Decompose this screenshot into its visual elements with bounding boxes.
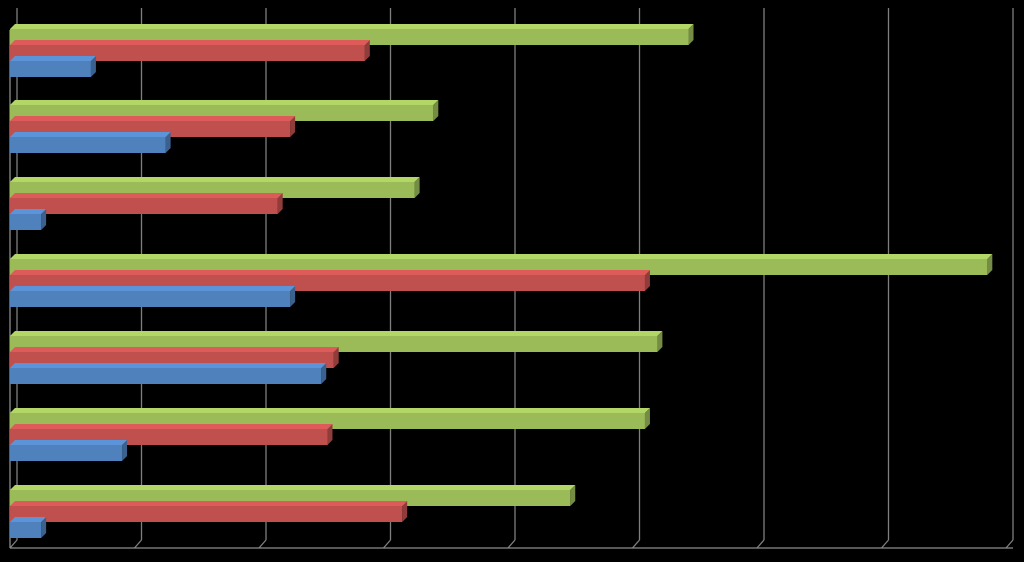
bar-end-face [333, 347, 339, 368]
bar-series [10, 24, 993, 538]
bar-top-face [10, 24, 694, 29]
bar-front-face [10, 368, 322, 384]
bar-end-face [90, 56, 96, 77]
bar-top-face [10, 116, 296, 121]
bar-cat3-series1 [10, 209, 47, 230]
bar-top-face [10, 517, 47, 522]
bar-end-face [290, 286, 296, 307]
bar-front-face [10, 137, 166, 153]
gridline-floor-1 [134, 539, 142, 549]
bar-end-face [41, 209, 47, 230]
bar-end-face [364, 40, 370, 61]
gridline-floor-2 [258, 539, 267, 549]
bar-top-face [10, 501, 408, 506]
bar-front-face [10, 291, 291, 307]
gridline-floor-4 [507, 539, 516, 549]
bar-top-face [10, 347, 339, 352]
bar-end-face [657, 331, 663, 352]
gridline-floor-8 [1005, 539, 1014, 549]
gridline-floor-6 [756, 539, 765, 549]
bar-top-face [10, 424, 333, 429]
bar-top-face [10, 100, 439, 105]
bar-front-face [10, 198, 278, 214]
bar-end-face [277, 193, 283, 214]
bar-cat3-series2 [10, 193, 283, 214]
bar-end-face [414, 177, 420, 198]
bar-top-face [10, 331, 663, 336]
bar-front-face [10, 522, 42, 538]
bar-top-face [10, 408, 650, 413]
bar-top-face [10, 485, 576, 490]
bar-end-face [570, 485, 576, 506]
bar-cat7-series2 [10, 501, 408, 522]
bar-end-face [688, 24, 694, 45]
bar-end-face [433, 100, 439, 121]
bar-cat7-series1 [10, 517, 47, 538]
bar-front-face [10, 445, 123, 461]
bar-end-face [122, 440, 128, 461]
gridline-floor-0 [9, 539, 18, 549]
bar-top-face [10, 286, 296, 291]
bar-cat1-series2 [10, 40, 370, 61]
bar-top-face [10, 132, 171, 137]
bar-cat1-series1 [10, 56, 96, 77]
gridline-floor-3 [383, 539, 391, 549]
bar-end-face [327, 424, 333, 445]
bar-end-face [644, 270, 650, 291]
bar-end-face [402, 501, 408, 522]
bar-top-face [10, 440, 128, 445]
bar-end-face [321, 363, 327, 384]
bar-top-face [10, 363, 327, 368]
bar-top-face [10, 270, 650, 275]
bar-end-face [987, 254, 993, 275]
bar-cat4-series1 [10, 286, 296, 307]
bar-top-face [10, 209, 47, 214]
bar-front-face [10, 506, 403, 522]
bar-end-face [41, 517, 47, 538]
bar-end-face [644, 408, 650, 429]
bar-cat5-series1 [10, 363, 327, 384]
bar-front-face [10, 61, 91, 77]
bar-end-face [290, 116, 296, 137]
bar-front-face [10, 45, 365, 61]
bar-top-face [10, 193, 283, 198]
bar-top-face [10, 56, 96, 61]
bar-top-face [10, 254, 993, 259]
bar-front-face [10, 214, 42, 230]
bar-end-face [165, 132, 171, 153]
bar-cat6-series1 [10, 440, 128, 461]
bar-cat2-series1 [10, 132, 171, 153]
bar-top-face [10, 177, 420, 182]
gridline-floor-7 [881, 539, 889, 549]
bar-top-face [10, 40, 370, 45]
gridline-floor-5 [632, 539, 640, 549]
